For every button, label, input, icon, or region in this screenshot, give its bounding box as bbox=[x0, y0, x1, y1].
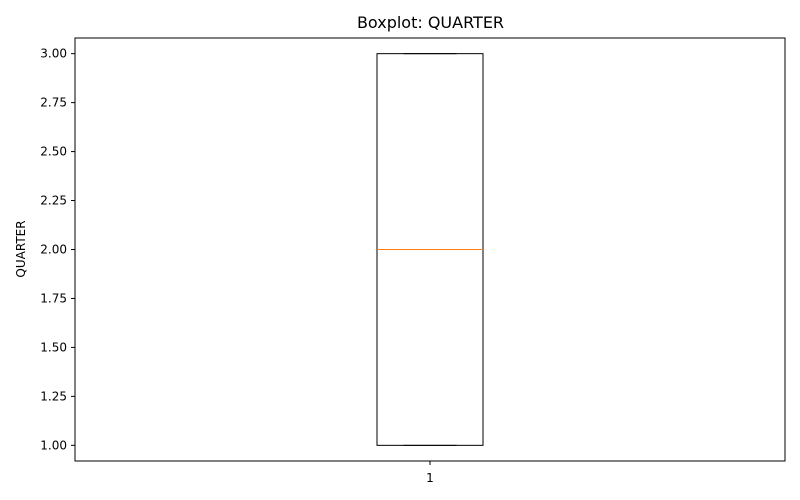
plot-area: 1.00 1.25 1.50 1.75 2.00 2.25 2.50 2.75 3.00 1 bbox=[40, 37, 786, 485]
y-tick-label: 2.75 bbox=[40, 96, 67, 110]
y-tick-label: 3.00 bbox=[40, 47, 67, 61]
y-tick-label: 1.25 bbox=[40, 389, 67, 403]
chart-title: Boxplot: QUARTER bbox=[357, 13, 504, 32]
y-tick-label: 1.75 bbox=[40, 291, 67, 305]
y-tick-label: 2.00 bbox=[40, 243, 67, 257]
y-axis-label: QUARTER bbox=[14, 220, 28, 277]
y-tick-label: 1.00 bbox=[40, 438, 67, 452]
x-tick-label: 1 bbox=[426, 471, 434, 485]
y-tick-label: 2.50 bbox=[40, 145, 67, 159]
y-tick-label: 1.50 bbox=[40, 340, 67, 354]
y-tick-label: 2.25 bbox=[40, 194, 67, 208]
